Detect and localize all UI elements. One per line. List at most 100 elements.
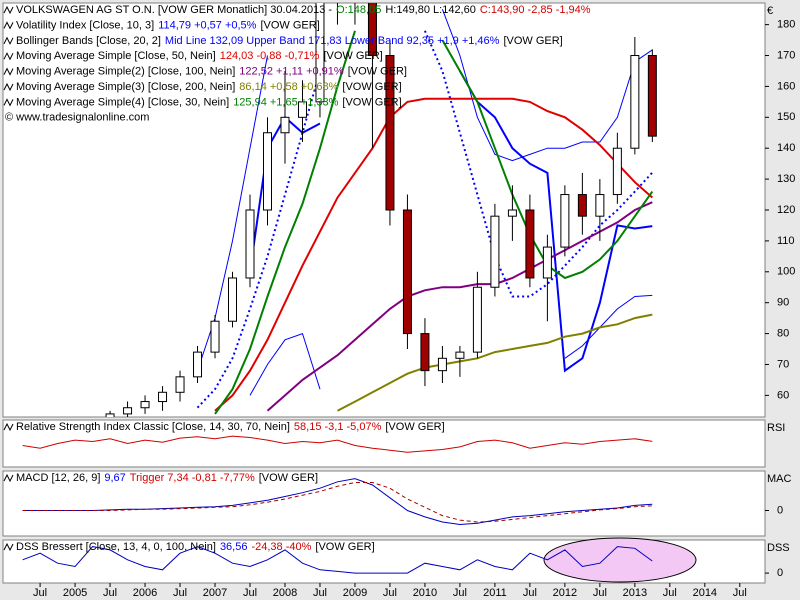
legend-suffix: [VOW GER] — [259, 472, 318, 484]
series-line — [22, 478, 653, 526]
legend-icon — [3, 422, 14, 432]
legend-icon — [3, 82, 14, 92]
axis-label: RSI — [767, 422, 785, 434]
series-line — [214, 97, 653, 412]
series-line — [196, 30, 654, 409]
candle-body — [245, 209, 255, 279]
y-tick-label: 120 — [777, 204, 795, 216]
y-tick-label: 180 — [777, 19, 795, 31]
candle-body — [210, 320, 220, 353]
legend-name: Moving Average Simple [Close, 50, Nein] — [16, 50, 216, 62]
y-tick-label: 130 — [777, 173, 795, 185]
legend-icon — [3, 52, 14, 61]
candle-body — [123, 407, 133, 415]
x-tick-label: Jul — [663, 587, 677, 599]
x-tick-label: Jul — [173, 587, 187, 599]
x-tick-label: 2009 — [343, 587, 367, 599]
y-tick-label: 80 — [777, 327, 789, 339]
x-tick-label: 2014 — [693, 587, 717, 599]
x-tick-label: Jul — [593, 587, 607, 599]
legend-value: Trigger 7,34 -0,81 -7,77% — [130, 472, 255, 484]
series-line — [22, 435, 653, 453]
candle-body — [175, 376, 185, 393]
x-tick-label: Jul — [243, 587, 257, 599]
plot-area — [22, 478, 653, 526]
candle-body — [402, 209, 412, 335]
legend-icon — [3, 67, 14, 76]
x-tick-label: Jul — [733, 587, 747, 599]
x-tick-label: Jul — [313, 587, 327, 599]
legend-title: VOLKSWAGEN AG ST O.N. [VOW GER Monatlich… — [16, 4, 332, 16]
axis-label: MAC — [767, 473, 792, 485]
x-tick-label: Jul — [453, 587, 467, 599]
candle-body — [455, 351, 465, 359]
legend-value: 86,14 +0,58 +0,68% — [239, 81, 338, 93]
legend-icon — [3, 98, 14, 107]
legend-name: Moving Average Simple(2) [Close, 100, Ne… — [16, 66, 235, 78]
candle-body — [647, 55, 657, 137]
candle-body — [105, 413, 115, 417]
candle-body — [595, 194, 605, 217]
y-tick-label: 150 — [777, 111, 795, 123]
legend-name: Moving Average Simple(4) [Close, 30, Nei… — [16, 96, 229, 108]
candle-body — [490, 215, 500, 288]
x-tick-label: 2011 — [483, 587, 507, 599]
legend-suffix: [VOW GER] — [323, 50, 382, 62]
plot-area — [22, 546, 653, 574]
highlight-ellipse — [543, 537, 697, 583]
y-tick-label: 110 — [777, 235, 795, 247]
plot-area — [105, 3, 657, 417]
legend-value: 125,94 +1,65 +1,33% — [233, 96, 338, 108]
legend-name: Bollinger Bands [Close, 20, 2] — [16, 35, 161, 47]
legend-entry: Volatility Index [Close, 10, 3] 114,79 +0… — [16, 19, 320, 31]
legend-suffix: [VOW GER] — [342, 96, 401, 108]
legend-entry: Moving Average Simple [Close, 50, Nein] 1… — [16, 50, 383, 62]
candle-body — [525, 209, 535, 279]
legend-entry: Moving Average Simple(3) [Close, 200, Ne… — [16, 81, 402, 93]
legend-title: Relative Strength Index Classic [Close, … — [16, 421, 290, 433]
x-tick-label: Jul — [33, 587, 47, 599]
legend-entry: VOLKSWAGEN AG ST O.N. [VOW GER Monatlich… — [16, 4, 591, 16]
band-lower — [249, 294, 653, 396]
legend-value: H:149,80 L:142,60 — [385, 4, 476, 16]
x-tick-label: Jul — [523, 587, 537, 599]
legend-entry: Moving Average Simple(4) [Close, 30, Nei… — [16, 96, 402, 108]
legend-entry: MACD [12, 26, 9] 9,67 Trigger 7,34 -0,81 -… — [16, 472, 318, 484]
series-line — [266, 201, 653, 412]
legend-name: Volatility Index [Close, 10, 3] — [16, 19, 154, 31]
legend-value: -24,38 -40% — [251, 541, 311, 553]
candle-body — [437, 357, 447, 372]
x-tick-label: 2013 — [623, 587, 647, 599]
band-upper — [197, 9, 653, 371]
watermark: © www.tradesignalonline.com — [5, 112, 149, 124]
legend-value: C:143,90 -2,85 -1,94% — [480, 4, 591, 16]
candle-body — [507, 209, 517, 217]
candle-body — [158, 391, 168, 403]
legend-value: 124,03 -0,88 -0,71% — [220, 50, 320, 62]
candle-body — [140, 401, 150, 409]
y-tick-label: 100 — [777, 266, 795, 278]
legend-suffix: [VOW GER] — [348, 66, 407, 78]
series-line — [22, 546, 653, 574]
legend-value: O:148,05 — [336, 4, 381, 16]
legend-suffix: [VOW GER] — [385, 421, 444, 433]
y-tick-label: 0 — [777, 504, 783, 516]
x-tick-label: 2005 — [63, 587, 87, 599]
legend-title: DSS Bressert [Close, 13, 4, 0, 100, Nein… — [16, 541, 216, 553]
macd-panel — [2, 470, 766, 537]
y-tick-label: 60 — [777, 389, 789, 401]
candle-body — [472, 286, 482, 353]
candle-body — [367, 3, 377, 57]
y-tick-label: 170 — [777, 49, 795, 61]
x-tick-label: 2006 — [133, 587, 157, 599]
series-line — [337, 313, 653, 412]
legend-name: Moving Average Simple(3) [Close, 200, Ne… — [16, 81, 235, 93]
y-tick-label: 70 — [777, 358, 789, 370]
candle-body — [262, 132, 272, 211]
legend-suffix: [VOW GER] — [260, 19, 319, 31]
x-tick-label: 2007 — [203, 587, 227, 599]
legend-icon — [3, 36, 14, 45]
legend-title: MACD [12, 26, 9] — [16, 472, 100, 484]
legend-value: 9,67 — [104, 472, 125, 484]
